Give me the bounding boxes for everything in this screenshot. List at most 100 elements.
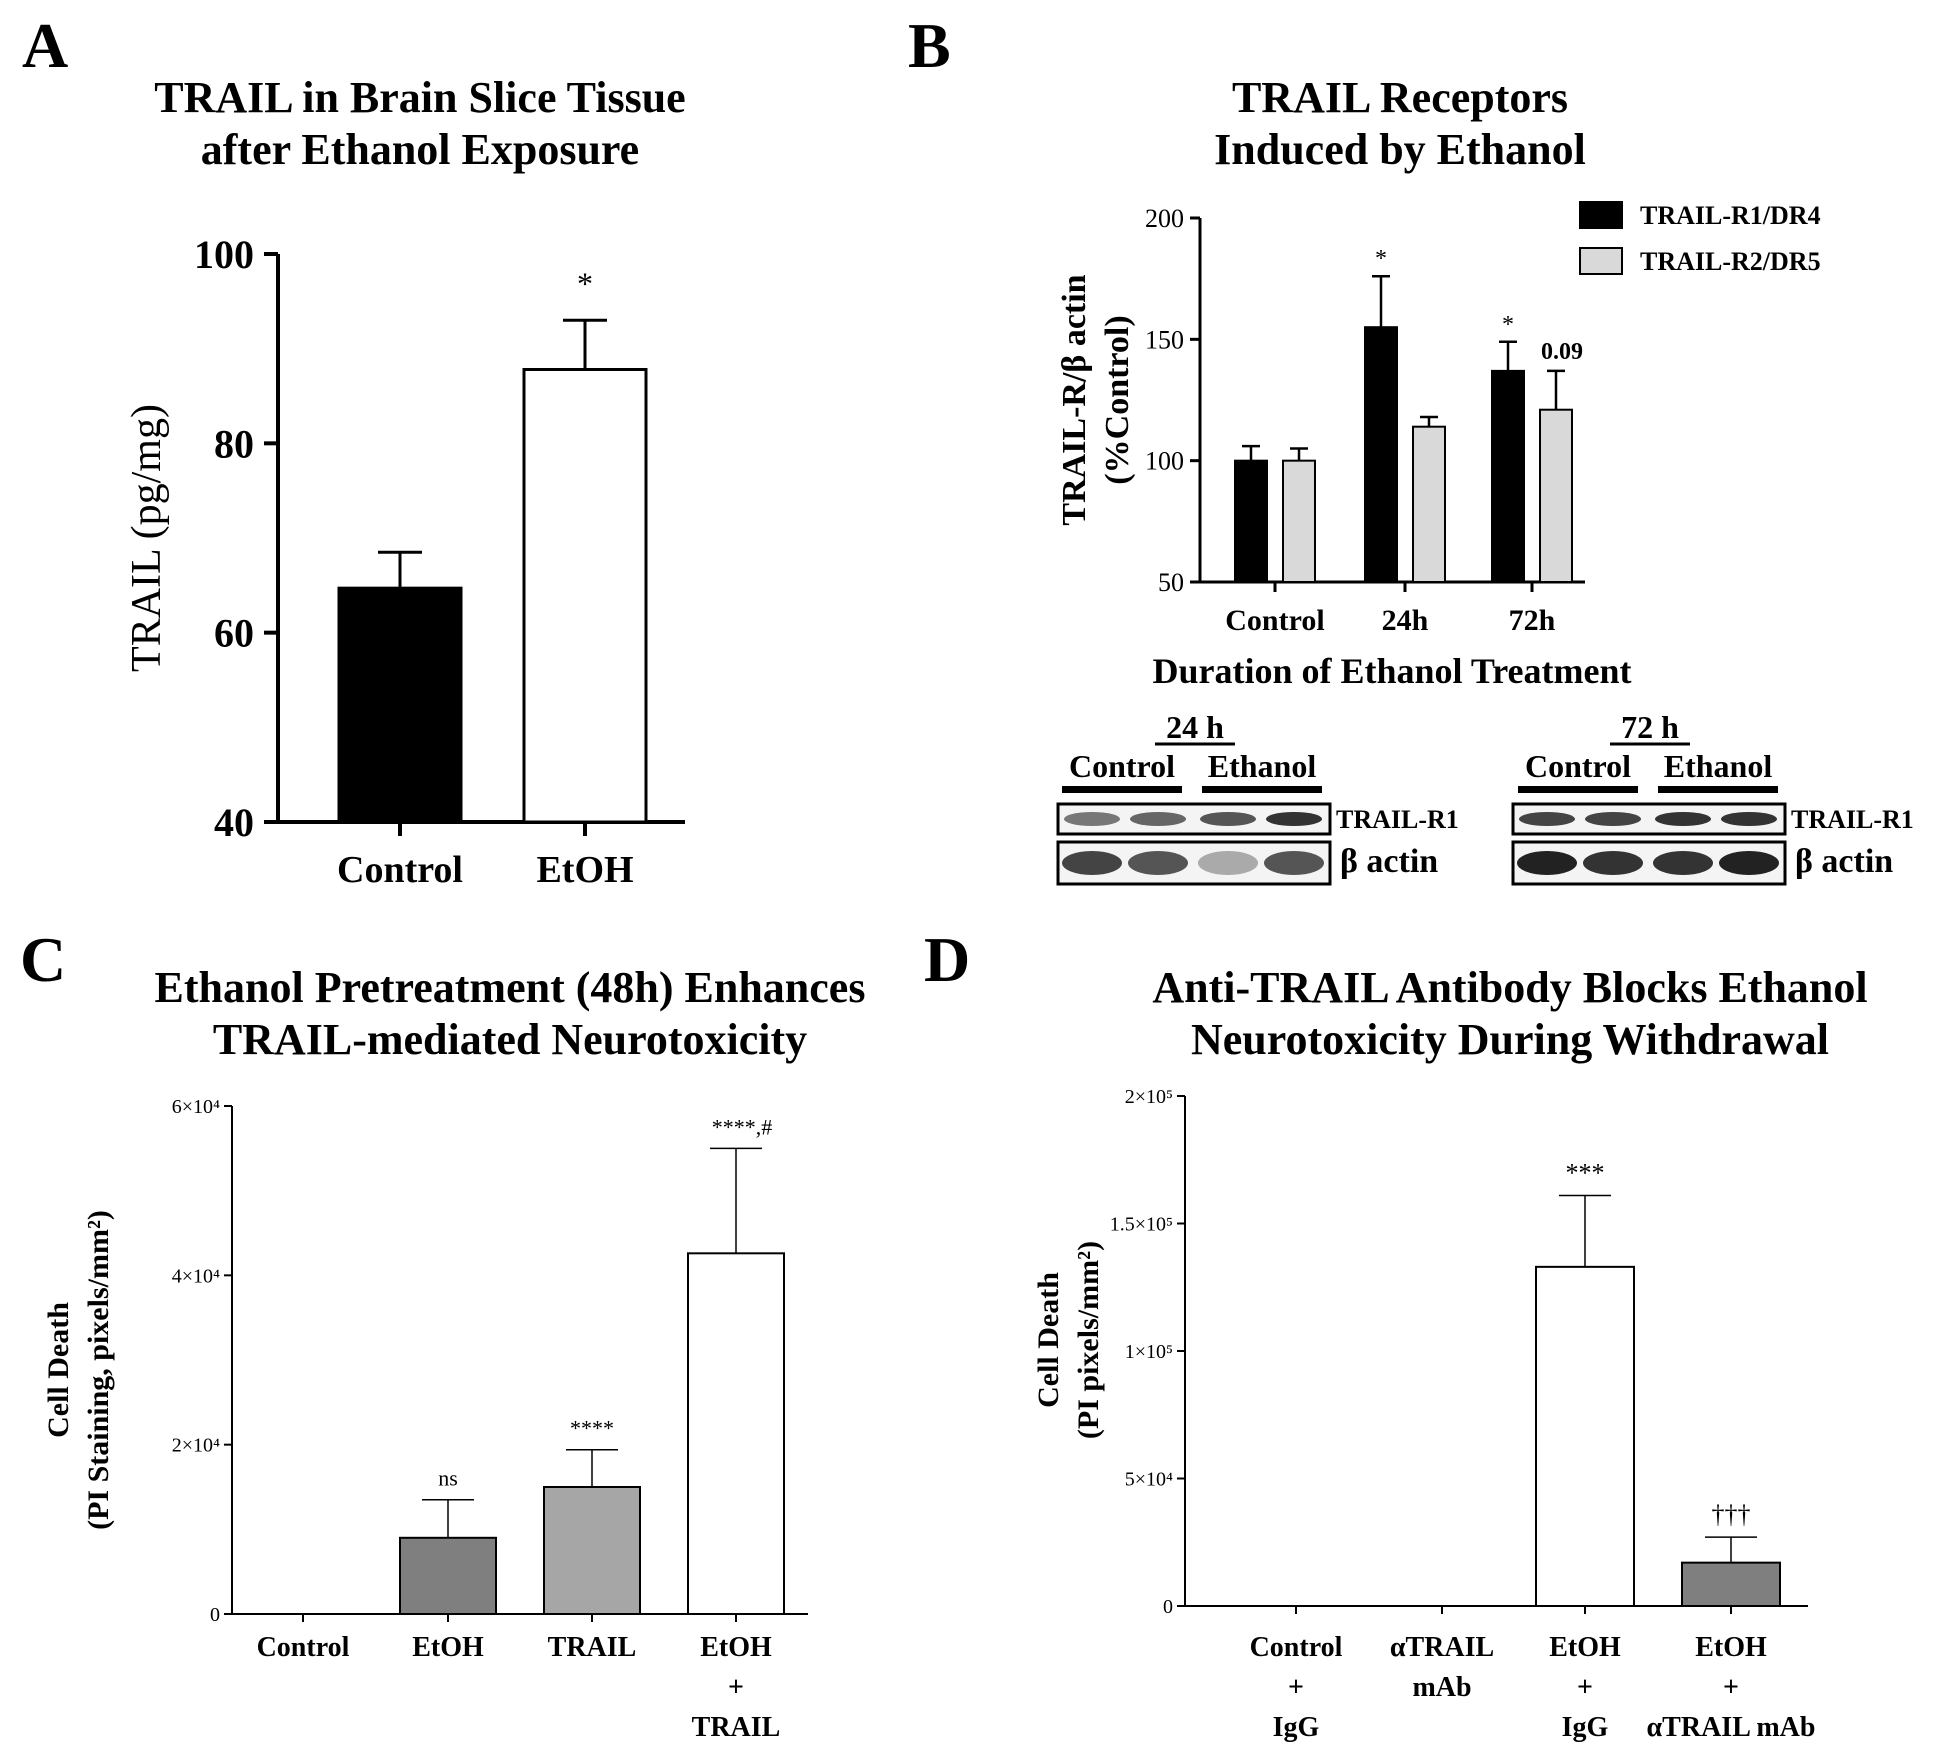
panel-d-y-tick-label: 2×10⁵ [1125, 1086, 1173, 1108]
panel-d-x-tick-label: mAb [1412, 1672, 1471, 1703]
panel-d-bar [1535, 1265, 1635, 1607]
panel-a-title-line-2: after Ethanol Exposure [200, 124, 640, 174]
panel-a-bar [337, 586, 463, 824]
panel-a-title-line-1: TRAIL in Brain Slice Tissue [154, 73, 686, 122]
panel-d-significance-label: *** [1566, 1158, 1605, 1187]
panel-b-y-axis-label-line-1: TRAIL-R/β actin [1056, 274, 1093, 525]
panel-b-blot-band [1130, 812, 1186, 826]
panel-b-y-axis-label-line-2: (%Control) [1099, 315, 1136, 484]
panel-a-title: TRAIL in Brain Slice Tissue after Ethano… [120, 72, 720, 176]
panel-b-significance-label: * [1502, 312, 1514, 338]
panel-b-title: TRAIL Receptors Induced by Ethanol [1100, 72, 1700, 176]
panel-c-title-line-1: Ethanol Pretreatment (48h) Enhances [154, 963, 866, 1012]
panel-d-y-tick-label: 0 [1163, 1596, 1173, 1618]
panel-b-blot-band [1198, 851, 1258, 875]
panel-b-x-tick-label: 72h [1509, 604, 1556, 637]
panel-a-x-tick-label: EtOH [536, 849, 633, 891]
panel-b-bar [1539, 408, 1573, 583]
panel-b-blot-band [1585, 812, 1641, 826]
panel-b-blot-group-label: Ethanol [1208, 748, 1317, 784]
panel-b-blot-group-label: Control [1069, 748, 1175, 784]
panel-b-y-tick-label: 100 [1145, 447, 1184, 476]
panel-b-title-line-2: Induced by Ethanol [1214, 124, 1586, 174]
panel-b-blot-group-bar [1062, 786, 1182, 793]
panel-b-legend-swatch [1579, 247, 1623, 275]
panel-d-x-tick-label: EtOH [1549, 1632, 1621, 1663]
panel-b-blot-band [1128, 851, 1188, 875]
panel-d-x-tick-label: + [1723, 1672, 1739, 1703]
panel-a-bar [522, 367, 648, 824]
panel-d-x-tick-label: EtOH [1695, 1632, 1767, 1663]
panel-b-blot-group-label: Ethanol [1664, 748, 1773, 784]
panel-c-y-tick-label: 4×10⁴ [172, 1265, 220, 1287]
panel-a-y-tick-label: 40 [214, 800, 254, 845]
panel-c-label: C [20, 924, 67, 995]
panel-d-y-tick-label: 1×10⁵ [1125, 1341, 1173, 1363]
panel-d-x-tick-label: + [1577, 1672, 1593, 1703]
panel-b-blot-group-bar [1658, 786, 1778, 793]
panel-d-x-tick-label: Control [1250, 1632, 1343, 1663]
panel-d-bar [1681, 1561, 1781, 1608]
panel-d-x-tick-label: αTRAIL mAb [1647, 1712, 1816, 1743]
panel-c-y-tick-label: 2×10⁴ [172, 1435, 220, 1457]
panel-c-bar [399, 1536, 497, 1616]
panel-b-blot-band [1519, 812, 1575, 826]
panel-d-title: Anti-TRAIL Antibody Blocks Ethanol Neuro… [1110, 962, 1910, 1066]
panel-b-significance-label: 0.09 [1541, 339, 1583, 365]
panel-b-bar [1364, 326, 1398, 584]
panel-d-x-tick-label: IgG [1273, 1712, 1320, 1743]
panel-b-blot-band [1517, 851, 1577, 875]
panel-d-y-axis-label-line-1: Cell Death [1032, 1272, 1065, 1408]
panel-b-blot-band-label: TRAIL-R1 [1791, 805, 1914, 834]
panel-b-blot-band [1200, 812, 1256, 826]
panel-c-significance-label: **** [570, 1416, 614, 1441]
panel-b-blot-band [1266, 812, 1322, 826]
panel-a-x-tick-label: Control [337, 849, 463, 891]
panel-b-significance-label: * [1375, 246, 1387, 272]
panel-d-y-tick-label: 5×10⁴ [1125, 1469, 1173, 1491]
panel-b-blot-band [1064, 812, 1120, 826]
panel-a-y-tick-label: 60 [214, 611, 254, 656]
panel-c-x-tick-label: Control [257, 1632, 350, 1663]
panel-c-x-tick-label: TRAIL [692, 1712, 781, 1743]
panel-d-title-line-2: Neurotoxicity During Withdrawal [1190, 1014, 1830, 1064]
panel-b-blot-time-label: 24 h [1166, 709, 1224, 745]
panel-b-blot-group-label: Control [1525, 748, 1631, 784]
panel-b-blot-band [1062, 851, 1122, 875]
panel-b-y-tick-label: 150 [1145, 325, 1184, 354]
panel-b-blot-group-bar [1518, 786, 1638, 793]
panel-b-blot-band-label: β actin [1795, 843, 1893, 880]
panel-b-blot-band [1583, 851, 1643, 875]
panel-b-blot-band [1719, 851, 1779, 875]
panel-c-y-axis-label-line-2: (PI Staining, pixels/mm²) [82, 1210, 115, 1530]
panel-b-legend-label: TRAIL-R2/DR5 [1640, 247, 1821, 276]
panel-b-legend-swatch [1579, 201, 1623, 229]
panel-c-y-tick-label: 6×10⁴ [172, 1096, 220, 1118]
panel-b-blot-band-label: TRAIL-R1 [1336, 805, 1459, 834]
panel-b-blot-band [1721, 812, 1777, 826]
panel-b-blot-group-bar [1202, 786, 1322, 793]
panel-c-bar [543, 1486, 641, 1615]
panel-a-label: A [22, 10, 69, 81]
panel-c-x-tick-label: TRAIL [548, 1632, 637, 1663]
panel-c-y-tick-label: 0 [210, 1604, 220, 1626]
panel-c-title: Ethanol Pretreatment (48h) Enhances TRAI… [110, 962, 910, 1066]
panel-d-x-tick-label: IgG [1562, 1712, 1609, 1743]
panel-a-y-axis-label: TRAIL (pg/mg) [124, 404, 170, 672]
panel-b-blot-band [1655, 812, 1711, 826]
panel-d-y-tick-label: 1.5×10⁵ [1110, 1214, 1173, 1236]
panel-b-blot-time-label: 72 h [1621, 709, 1679, 745]
panel-b-bar [1491, 369, 1525, 583]
panel-b-y-tick-label: 200 [1145, 204, 1184, 233]
panel-b-x-tick-label: Control [1225, 604, 1324, 637]
panel-c-significance-label: ****,# [712, 1114, 773, 1139]
panel-b-legend-label: TRAIL-R1/DR4 [1640, 201, 1821, 230]
panel-b-blot-band [1653, 851, 1713, 875]
panel-b-label: B [908, 10, 951, 81]
panel-b-x-axis-label: Duration of Ethanol Treatment [1152, 651, 1631, 691]
panel-d-x-tick-label: + [1288, 1672, 1304, 1703]
panel-d-significance-label: ††† [1712, 1500, 1751, 1529]
panel-c-x-tick-label: EtOH [412, 1632, 484, 1663]
panel-b-blot-band-label: β actin [1340, 843, 1438, 880]
